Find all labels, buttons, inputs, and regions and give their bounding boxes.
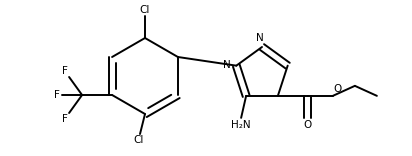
Text: N: N — [256, 33, 264, 43]
Text: F: F — [62, 114, 68, 124]
Text: H₂N: H₂N — [231, 120, 251, 130]
Text: F: F — [62, 66, 68, 76]
Text: O: O — [334, 84, 342, 94]
Text: O: O — [304, 120, 312, 130]
Text: Cl: Cl — [134, 135, 144, 145]
Text: Cl: Cl — [140, 5, 150, 15]
Text: F: F — [54, 90, 60, 100]
Text: N: N — [222, 60, 230, 70]
